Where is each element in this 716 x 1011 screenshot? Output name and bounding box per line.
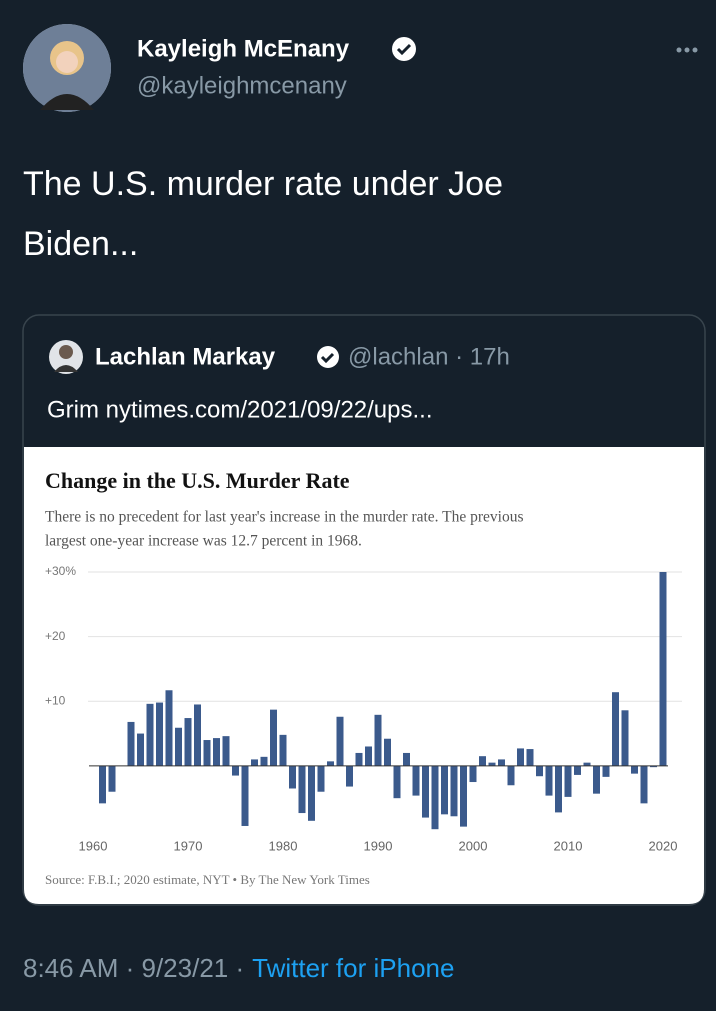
bar <box>99 765 106 804</box>
bar <box>488 762 496 766</box>
bar <box>536 765 543 777</box>
bar <box>251 759 258 766</box>
bar <box>555 765 562 813</box>
bar <box>317 765 325 792</box>
bar <box>431 765 439 830</box>
tweet-text: Biden... <box>23 225 138 263</box>
y-tick-label: +20 <box>45 629 66 643</box>
bar <box>279 734 287 766</box>
bar <box>460 765 467 827</box>
bar <box>108 765 116 792</box>
client-link[interactable]: Twitter for iPhone <box>252 953 454 983</box>
bar <box>640 765 648 804</box>
bar <box>412 765 420 796</box>
bar <box>336 716 344 766</box>
quote-text: Grim nytimes.com/2021/09/22/ups... <box>47 396 433 423</box>
bar <box>384 738 391 766</box>
quote-meta: @lachlan · 17h <box>348 343 510 370</box>
y-tick-label: +30% <box>45 564 76 578</box>
bar <box>260 756 268 766</box>
bar <box>222 736 230 766</box>
bar <box>479 756 486 766</box>
chart-source: Source: F.B.I.; 2020 estimate, NYT • By … <box>45 872 370 887</box>
bar <box>631 765 638 774</box>
bar <box>137 733 144 766</box>
more-menu[interactable] <box>676 47 698 53</box>
y-tick-label: +10 <box>45 693 66 707</box>
x-tick-label: 1990 <box>364 838 393 853</box>
bar <box>203 740 211 766</box>
x-tick-label: 1980 <box>269 838 298 853</box>
bar <box>574 765 581 775</box>
bar <box>374 714 382 766</box>
quote-author-name: Lachlan Markay <box>95 343 276 370</box>
bar <box>469 765 477 783</box>
bar <box>441 765 448 815</box>
x-tick-label: 2000 <box>459 838 488 853</box>
bar <box>346 765 353 787</box>
chart-title: Change in the U.S. Murder Rate <box>45 468 350 493</box>
bar <box>393 765 401 799</box>
chart-subtitle: largest one-year increase was 12.7 perce… <box>45 533 362 550</box>
bar <box>650 765 657 768</box>
tweet-text: The U.S. murder rate under Joe <box>23 165 503 203</box>
quote-avatar <box>49 340 83 374</box>
bar <box>289 765 296 789</box>
bar <box>612 692 619 766</box>
author-handle[interactable]: @kayleighmcenany <box>137 72 347 99</box>
bar <box>602 765 610 777</box>
bar <box>175 727 182 766</box>
bar <box>355 752 363 766</box>
bar <box>213 738 220 766</box>
x-tick-label: 1960 <box>79 838 108 853</box>
bar <box>659 572 667 766</box>
bar <box>232 765 239 776</box>
timestamp-text: 8:46 AM · 9/23/21 · <box>23 953 244 983</box>
bar <box>365 746 372 766</box>
bar <box>526 749 534 766</box>
bar <box>403 752 410 766</box>
bar <box>327 761 334 766</box>
timestamp: 8:46 AM · 9/23/21 · Twitter for iPhone <box>23 953 454 983</box>
bar <box>517 748 524 766</box>
bar <box>450 765 458 817</box>
bar <box>621 710 629 766</box>
bar <box>241 765 249 826</box>
bar <box>308 765 315 821</box>
x-tick-label: 2020 <box>649 838 678 853</box>
bar <box>146 703 154 766</box>
x-tick-label: 1970 <box>174 838 203 853</box>
bar <box>298 765 306 814</box>
verified-badge <box>392 37 416 61</box>
bar <box>165 690 173 766</box>
bar <box>156 702 163 766</box>
bar <box>184 718 192 766</box>
bar <box>507 765 515 786</box>
bar <box>564 765 572 797</box>
chart-image <box>24 447 704 904</box>
bar <box>127 721 135 766</box>
bar <box>194 704 201 766</box>
author-name[interactable]: Kayleigh McEnany <box>137 35 350 62</box>
author-avatar[interactable] <box>23 24 111 112</box>
bar <box>422 765 429 818</box>
bar <box>270 709 277 766</box>
bar <box>545 765 553 796</box>
x-tick-label: 2010 <box>554 838 583 853</box>
chart-subtitle: There is no precedent for last year's in… <box>45 509 524 526</box>
bar <box>498 759 505 766</box>
plot: +10 +20 +30% 1960 1970 1980 1990 2000 2010 2020 <box>45 564 682 853</box>
bar <box>593 765 600 794</box>
bar <box>583 762 591 766</box>
verified-badge <box>317 346 339 368</box>
